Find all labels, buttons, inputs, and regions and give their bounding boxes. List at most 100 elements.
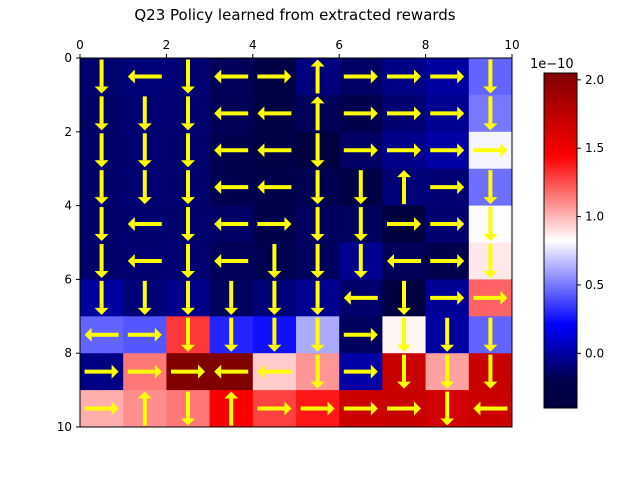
policy-arrow-left <box>127 253 162 268</box>
colorbar-offset-label: 1e−10 <box>530 57 574 72</box>
policy-arrow-right <box>387 401 421 416</box>
policy-arrow-right <box>343 143 378 158</box>
policy-arrow-down <box>94 170 109 205</box>
policy-arrow-down <box>137 280 152 315</box>
policy-arrow-right <box>473 290 508 305</box>
policy-arrow-down <box>483 354 498 389</box>
policy-arrow-down <box>181 317 195 352</box>
policy-arrow-left <box>473 401 508 416</box>
x-tick-label: 0 <box>76 38 84 52</box>
policy-arrow-left <box>214 69 249 84</box>
policy-arrow-down <box>483 170 498 205</box>
colorbar-ticks: 0.0 0.5 1.0 1.5 2.0 <box>577 73 604 360</box>
colorbar <box>543 72 578 409</box>
policy-arrow-right <box>257 401 292 416</box>
policy-arrow-left <box>214 364 249 379</box>
policy-arrow-down <box>310 133 325 168</box>
policy-arrow-down <box>397 354 411 389</box>
policy-arrow-left <box>387 253 421 268</box>
y-tick-label: 10 <box>57 420 72 434</box>
policy-arrow-right <box>387 143 421 158</box>
policy-arrow-down <box>137 170 152 205</box>
policy-arrow-down <box>94 96 109 131</box>
policy-arrow-left <box>127 69 162 84</box>
y-axis-left: 0 2 4 6 8 10 <box>57 51 80 434</box>
policy-arrow-right <box>473 143 508 158</box>
policy-arrow-down <box>181 243 195 278</box>
policy-arrow-left <box>127 217 162 232</box>
x-tick-label: 8 <box>422 38 430 52</box>
policy-arrow-down <box>310 207 325 242</box>
policy-arrow-down <box>353 170 368 205</box>
policy-arrow-down <box>483 59 498 94</box>
policy-arrow-right <box>387 106 421 121</box>
policy-arrow-right <box>430 143 465 158</box>
policy-arrow-down <box>137 96 152 131</box>
policy-arrow-down <box>310 280 325 315</box>
y-tick-label: 0 <box>64 51 72 65</box>
policy-arrow-down <box>483 243 498 278</box>
policy-arrow-right <box>430 217 465 232</box>
policy-arrow-right <box>127 327 162 342</box>
policy-arrow-up <box>397 170 411 205</box>
policy-arrow-down <box>397 280 411 315</box>
y-tick-label: 4 <box>64 199 72 213</box>
policy-arrow-left <box>84 327 119 342</box>
policy-arrow-right <box>430 253 465 268</box>
policy-arrow-down <box>440 317 455 352</box>
policy-arrow-down <box>181 96 195 131</box>
policy-arrow-down <box>440 354 455 389</box>
policy-arrow-left <box>214 143 249 158</box>
policy-arrow-left <box>214 180 249 195</box>
colorbar-tick-label: 1.0 <box>585 210 604 224</box>
policy-arrow-right <box>343 401 378 416</box>
policy-arrow-right <box>84 364 119 379</box>
policy-arrows <box>84 59 508 426</box>
policy-arrow-down <box>181 280 195 315</box>
policy-arrow-down <box>267 317 282 352</box>
policy-arrow-right <box>387 69 421 84</box>
colorbar-tick-label: 0.5 <box>585 278 604 292</box>
policy-arrow-down <box>353 207 368 242</box>
policy-arrow-right <box>300 401 335 416</box>
x-tick-label: 10 <box>504 38 519 52</box>
policy-arrow-right <box>430 180 465 195</box>
policy-arrow-left <box>343 290 378 305</box>
policy-arrow-down <box>181 170 195 205</box>
policy-arrow-down <box>397 317 411 352</box>
policy-arrow-left <box>257 180 292 195</box>
x-tick-label: 6 <box>335 38 343 52</box>
policy-arrow-down <box>310 243 325 278</box>
policy-arrow-right <box>343 364 378 379</box>
policy-arrow-down <box>94 207 109 242</box>
policy-arrow-up <box>137 391 152 426</box>
x-axis-top: 0 2 4 6 8 10 <box>76 38 520 58</box>
colorbar-tick-label: 2.0 <box>585 73 604 87</box>
plot-frame <box>79 57 513 428</box>
policy-arrow-right <box>343 106 378 121</box>
policy-arrow-down <box>310 354 325 389</box>
policy-arrow-right <box>127 364 162 379</box>
policy-arrow-left <box>214 253 249 268</box>
policy-arrow-down <box>181 207 195 242</box>
policy-arrow-right <box>257 69 292 84</box>
policy-arrow-up <box>310 96 325 131</box>
colorbar-tick-label: 0.0 <box>585 346 604 360</box>
policy-arrow-right <box>430 290 465 305</box>
policy-arrow-down <box>483 96 498 131</box>
policy-arrow-down <box>94 280 109 315</box>
colorbar-tick-label: 1.5 <box>585 141 604 155</box>
policy-arrow-down <box>483 207 498 242</box>
policy-arrow-right <box>430 69 465 84</box>
policy-arrow-up <box>310 59 325 94</box>
policy-arrow-left <box>257 364 292 379</box>
policy-arrow-down <box>267 280 282 315</box>
x-tick-label: 2 <box>163 38 171 52</box>
policy-arrow-up <box>224 391 239 426</box>
policy-arrow-down <box>440 391 455 426</box>
policy-arrow-right <box>387 217 421 232</box>
policy-arrow-down <box>181 391 195 426</box>
policy-arrow-left <box>214 106 249 121</box>
y-tick-label: 8 <box>64 346 72 360</box>
policy-arrow-left <box>257 106 292 121</box>
